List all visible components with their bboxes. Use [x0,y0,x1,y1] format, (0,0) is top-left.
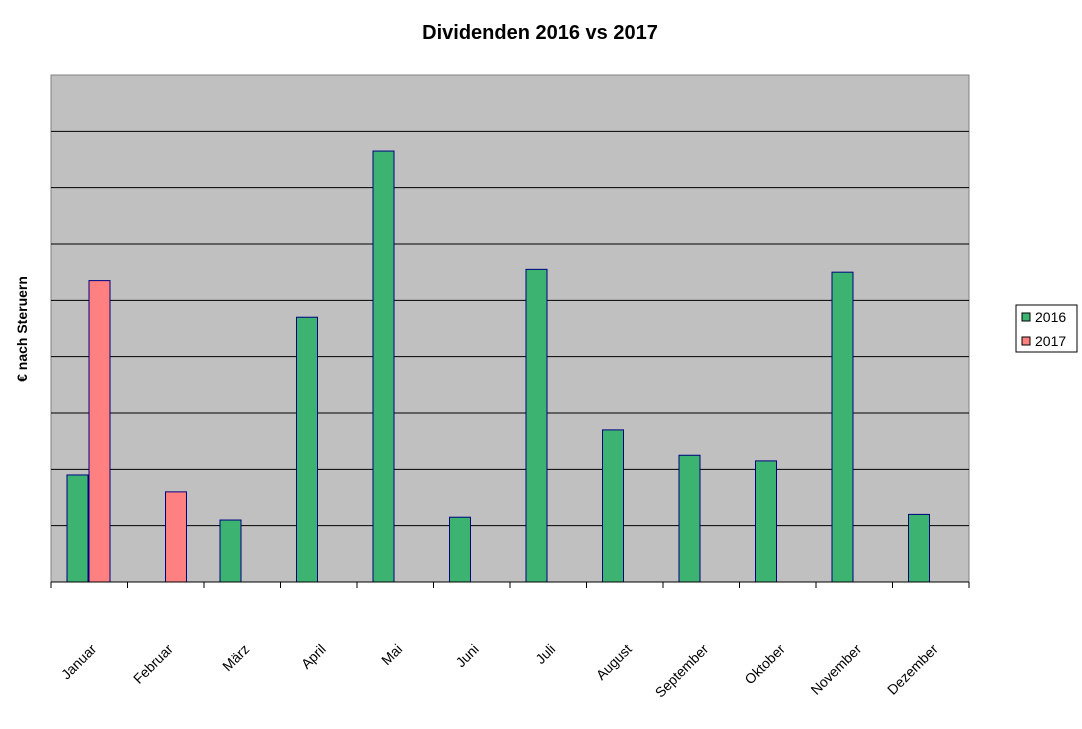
gridlines [51,130,969,527]
x-tick-label-juli: Juli [532,641,558,667]
bar-2016-oktober [755,460,777,583]
x-tick-label-märz: März [219,641,252,674]
x-tick-label-dezember: Dezember [884,641,941,698]
x-tick-label-januar: Januar [58,641,100,683]
bar-2017-januar [88,280,111,583]
x-tick-label-august: August [593,641,635,683]
y-axis-label: € nach Steruern [14,276,30,382]
x-tick-label-februar: Februar [130,641,176,687]
x-tick-label-oktober: Oktober [741,641,788,688]
legend-swatch-2016 [1021,312,1031,322]
x-tick-label-juni: Juni [452,641,481,670]
bar-2016-dezember [908,513,930,583]
x-tick-label-november: November [807,641,864,698]
legend-swatch-2017 [1021,336,1031,346]
bar-2017-februar [165,491,187,583]
legend-label-2017: 2017 [1035,333,1066,349]
chart-title: Dividenden 2016 vs 2017 [422,22,658,44]
legend: 2016 2017 [1015,304,1078,353]
bar-2016-mai [372,150,395,583]
x-tick-label-september: September [652,641,712,701]
legend-label-2016: 2016 [1035,309,1066,325]
bar-2016-januar [66,474,89,583]
bar-2016-september [678,454,701,583]
x-tick-label-mai: Mai [378,641,405,668]
bar-2016-märz [219,519,242,583]
bar-2016-august [602,429,624,583]
bar-2016-april [296,316,318,583]
x-tick-labels: Januar Februar März April Mai Juni Juli August S… [58,641,941,701]
bar-2016-november [831,271,854,583]
x-axis [50,581,970,588]
x-tick-label-april: April [298,641,329,672]
plot-area [50,74,970,583]
bar-2016-juni [449,516,471,583]
bar-2016-juli [525,268,548,583]
